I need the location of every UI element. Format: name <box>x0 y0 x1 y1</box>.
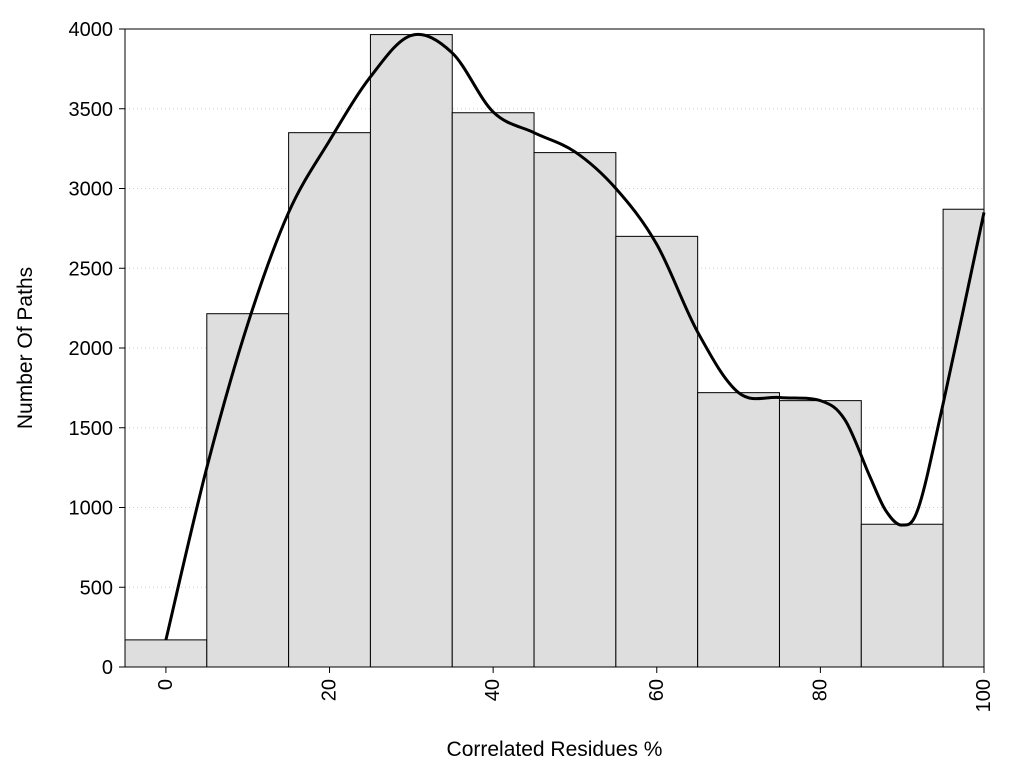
x-tick-label: 20 <box>319 679 341 701</box>
y-tick-label: 4000 <box>69 19 114 41</box>
histogram-bar <box>533 152 617 668</box>
y-tick-label: 500 <box>80 577 113 599</box>
histogram-bar <box>124 639 208 668</box>
y-tick-label: 0 <box>102 657 113 679</box>
y-tick-label: 3500 <box>69 99 114 121</box>
histogram-bar <box>288 132 371 668</box>
histogram-bar <box>942 208 985 668</box>
trend-curve-line <box>164 32 986 641</box>
y-axis-ticks: 0 500 1000 1500 2000 2500 3000 3500 4000 <box>69 19 125 679</box>
histogram-bar <box>697 392 780 668</box>
y-tick-label: 1500 <box>69 418 114 440</box>
x-axis-ticks: 0 20 40 60 80 100 <box>155 667 995 712</box>
histogram-bar <box>860 523 944 668</box>
y-axis-title: Number Of Paths <box>14 267 37 429</box>
trend-curve <box>164 32 986 641</box>
x-tick-label: 100 <box>973 679 995 712</box>
histogram-bar <box>615 235 699 668</box>
histogram-bar <box>206 313 290 668</box>
histogram-bar <box>778 400 862 668</box>
y-tick-label: 3000 <box>69 179 114 201</box>
y-tick-label: 2500 <box>69 258 114 280</box>
x-tick-label: 80 <box>809 679 831 701</box>
bars <box>124 34 985 668</box>
x-tick-label: 60 <box>646 679 668 701</box>
x-tick-label: 0 <box>155 679 177 690</box>
x-axis-title: Correlated Residues % <box>447 738 663 761</box>
histogram-bar <box>369 34 453 668</box>
y-tick-label: 2000 <box>69 338 114 360</box>
histogram-bar <box>451 112 535 668</box>
x-tick-label: 40 <box>482 679 504 701</box>
y-tick-label: 1000 <box>69 498 114 520</box>
